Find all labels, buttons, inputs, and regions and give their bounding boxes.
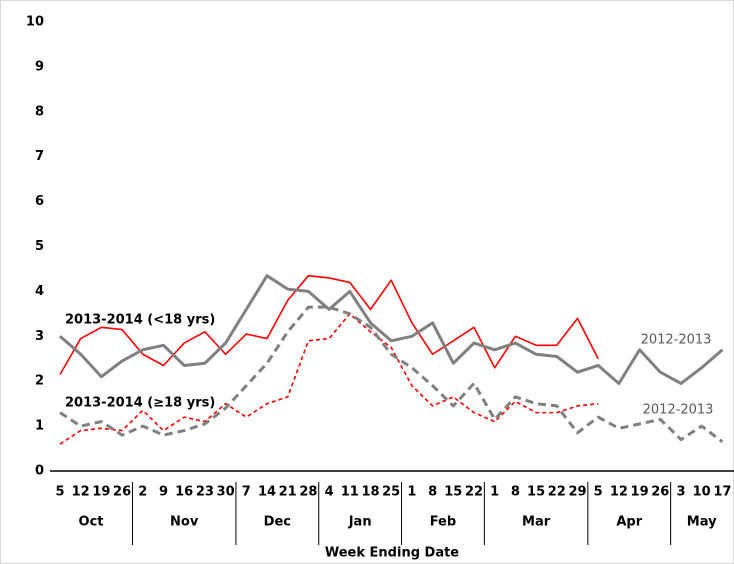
month-label: Apr	[616, 515, 642, 530]
x-tick-label: 9	[159, 485, 168, 500]
y-tick-label: 0	[35, 464, 44, 479]
x-tick-label: 8	[428, 485, 437, 500]
x-tick-label: 12	[72, 485, 90, 500]
x-tick-label: 26	[113, 485, 131, 500]
y-tick-label: 1	[35, 419, 44, 434]
x-tick-label: 22	[465, 485, 483, 500]
x-tick-label: 1	[407, 485, 416, 500]
x-tick-label: 19	[92, 485, 110, 500]
x-tick-label: 1	[490, 485, 499, 500]
month-label: Nov	[170, 515, 199, 530]
x-tick-label: 17	[713, 485, 731, 500]
x-tick-label: 12	[610, 485, 628, 500]
x-tick-label: 25	[382, 485, 400, 500]
series-line	[59, 313, 599, 445]
x-tick-label: 15	[444, 485, 462, 500]
y-tick-label: 10	[26, 15, 44, 30]
y-tick-label: 8	[35, 104, 44, 119]
month-label: Dec	[264, 515, 291, 530]
x-tick-label: 29	[568, 485, 586, 500]
x-tick-label: 30	[217, 485, 235, 500]
x-tick-label: 14	[258, 485, 276, 500]
x-tick-label: 28	[299, 485, 317, 500]
x-tick-label: 2	[138, 485, 147, 500]
y-tick-label: 2	[35, 374, 44, 389]
x-tick-label: 23	[196, 485, 214, 500]
x-tick-label: 16	[175, 485, 193, 500]
x-tick-label: 15	[527, 485, 545, 500]
month-label: Mar	[522, 515, 551, 530]
y-tick-label: 5	[35, 239, 44, 254]
x-tick-label: 26	[651, 485, 669, 500]
x-tick-label: 5	[594, 485, 603, 500]
x-tick-label: 22	[548, 485, 566, 500]
month-label: May	[687, 515, 717, 530]
y-tick-label: 9	[35, 59, 44, 74]
y-tick-label: 3	[35, 329, 44, 344]
x-tick-label: 4	[325, 485, 334, 500]
series-line	[59, 274, 724, 385]
series-label: 2012-2013	[643, 403, 714, 418]
x-tick-label: 19	[631, 485, 649, 500]
month-label: Oct	[79, 515, 104, 530]
x-tick-label: 21	[279, 485, 297, 500]
month-label: Feb	[430, 515, 456, 530]
series-label: 2013-2014 (<18 yrs)	[65, 313, 215, 328]
x-tick-label: 8	[511, 485, 520, 500]
x-tick-label: 10	[693, 485, 711, 500]
x-tick-label: 5	[55, 485, 64, 500]
x-tick-label: 18	[361, 485, 379, 500]
month-label: Jan	[348, 515, 372, 530]
x-tick-label: 3	[676, 485, 685, 500]
x-tick-label: 7	[242, 485, 251, 500]
y-tick-label: 7	[35, 149, 44, 164]
series-label: 2013-2014 (≥18 yrs)	[65, 396, 215, 411]
y-tick-label: 6	[35, 194, 44, 209]
x-tick-label: 11	[341, 485, 359, 500]
series-label: 2012-2013	[641, 333, 712, 348]
x-axis-label: Week Ending Date	[325, 546, 459, 561]
y-tick-label: 4	[35, 284, 44, 299]
series-line	[59, 305, 724, 444]
